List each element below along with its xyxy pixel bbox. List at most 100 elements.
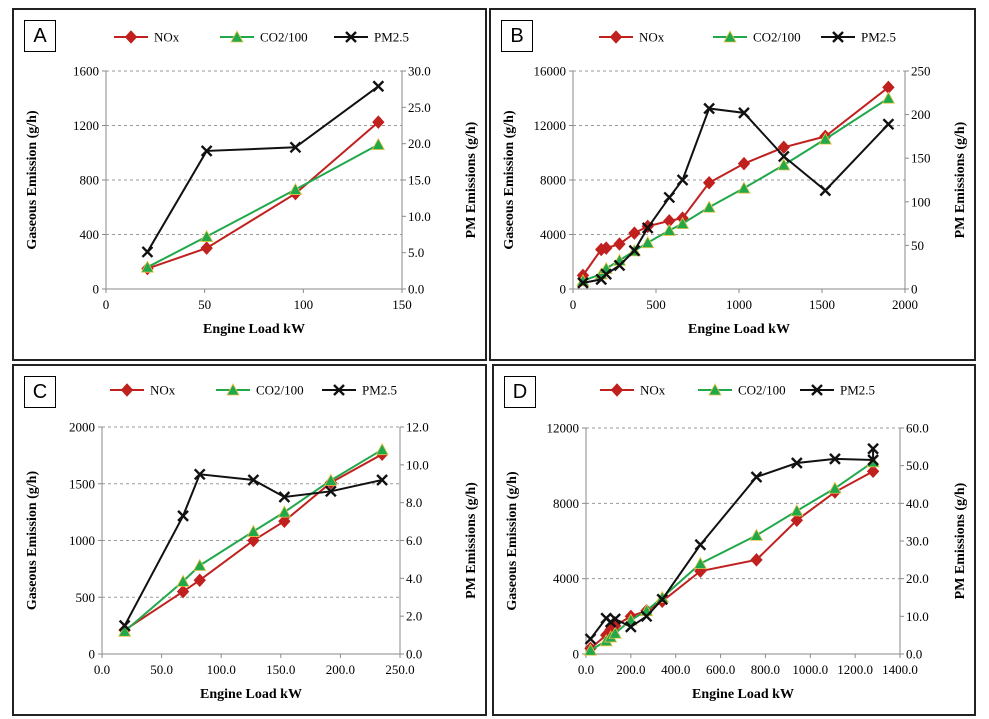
- x-axis-title: Engine Load kW: [203, 322, 305, 337]
- nox-data-point: [600, 241, 613, 255]
- pm2-5-data-point: [703, 102, 715, 115]
- legend-item-co2-100: CO2/100: [216, 383, 304, 398]
- series-co2-100: [576, 91, 896, 287]
- x-tick-label: 100.0: [207, 662, 236, 677]
- y-tick-label: 12000: [547, 421, 580, 436]
- co2-100-data-point: [790, 504, 804, 517]
- y2-tick-label: 8.0: [406, 495, 422, 510]
- co2-100-data-point: [246, 524, 261, 537]
- nox-data-point: [702, 175, 716, 190]
- y2-tick-label: 25.0: [408, 100, 431, 115]
- pm2-5-data-point: [882, 118, 895, 131]
- y2-axis-title: PM Emissions (g/h): [464, 482, 479, 599]
- y2-tick-label: 30.0: [408, 64, 431, 79]
- y2-tick-label: 0.0: [906, 647, 922, 662]
- y-tick-label: 16000: [534, 64, 567, 79]
- pm2-5-data-point: [247, 474, 260, 486]
- pm2-5-data-point: [628, 244, 641, 257]
- y2-tick-label: 4.0: [406, 571, 422, 586]
- co2-100-data-point: [737, 181, 751, 194]
- legend-co2-100-data-point: [226, 383, 240, 396]
- pm2-5-data-point: [278, 491, 291, 503]
- y-tick-label: 400: [80, 227, 100, 242]
- legend-nox-data-point: [124, 30, 138, 44]
- legend-nox-data-point: [120, 383, 134, 397]
- co2-100-data-point: [176, 574, 190, 587]
- pm2-5-data-point: [289, 141, 302, 154]
- series-nox: [576, 80, 895, 283]
- legend-item-pm2-5: PM2.5: [821, 30, 896, 45]
- legend-label: NOx: [639, 30, 665, 45]
- pm2-5-data-point: [750, 471, 763, 483]
- y-tick-label: 0: [89, 647, 96, 662]
- y2-tick-label: 20.0: [906, 571, 929, 586]
- nox-data-point: [372, 115, 385, 129]
- pm2-5-data-point: [819, 184, 832, 197]
- pm2-5-data-point: [640, 610, 653, 623]
- nox-data-point: [737, 156, 751, 171]
- y-axis-title: Gaseous Emission (g/h): [505, 471, 520, 611]
- legend-label: CO2/100: [256, 383, 304, 398]
- y-tick-label: 0: [560, 282, 567, 297]
- legend-label: PM2.5: [374, 30, 409, 45]
- nox-data-point: [200, 241, 213, 255]
- legend-item-co2-100: CO2/100: [713, 30, 801, 45]
- pm2-5-data-point: [656, 593, 669, 606]
- nox-data-point: [628, 226, 641, 240]
- y-tick-label: 800: [80, 173, 100, 188]
- legend-item-co2-100: CO2/100: [220, 30, 308, 45]
- x-tick-label: 150.0: [266, 662, 295, 677]
- y-tick-label: 1000: [69, 533, 95, 548]
- y-tick-label: 12000: [534, 118, 567, 133]
- co2-100-data-point: [117, 624, 132, 637]
- pm2-5-data-point: [584, 633, 597, 645]
- pm2-5-data-point: [790, 457, 803, 469]
- series-line-nox: [582, 86, 890, 276]
- co2-100-data-point: [749, 528, 764, 541]
- co2-100-data-point: [583, 643, 598, 656]
- y2-axis-title: PM Emissions (g/h): [464, 121, 479, 238]
- pm2-5-data-point: [200, 145, 213, 157]
- legend-co2-100-data-point: [723, 30, 737, 43]
- legend-label: NOx: [150, 383, 176, 398]
- y2-tick-label: 50: [911, 238, 924, 253]
- legend-nox-data-point: [610, 383, 624, 397]
- x-tick-label: 800.0: [751, 662, 780, 677]
- nox-data-point: [193, 573, 206, 587]
- legend-item-nox: NOx: [114, 30, 180, 45]
- pm2-5-data-point: [600, 268, 613, 281]
- y2-tick-label: 10.0: [906, 609, 929, 624]
- chart-panel-b: 0 4000 8000 12000 16000 0 50 100 150 200 250 0 500 10…: [489, 8, 976, 361]
- series-pm2-5: [141, 80, 385, 258]
- pm2-5-data-point: [663, 191, 676, 204]
- co2-100-data-point: [662, 223, 676, 236]
- y-tick-label: 8000: [553, 496, 579, 511]
- nox-data-point: [777, 140, 790, 155]
- pm2-5-data-point: [609, 613, 622, 625]
- panel-label: C: [24, 376, 56, 408]
- chart-panel-c: 0 500 1000 1500 2000 0.0 2.0 4.0 6.0 8.0 10.0 12.0 0…: [12, 364, 487, 716]
- co2-100-data-point: [675, 216, 690, 230]
- chart-svg: 0 500 1000 1500 2000 0.0 2.0 4.0 6.0 8.0 10.0 12.0 0…: [25, 383, 479, 703]
- x-tick-label: 50: [198, 297, 211, 312]
- pm2-5-data-point: [676, 174, 689, 186]
- series-pm2-5: [577, 102, 895, 289]
- co2-100-data-point: [777, 158, 791, 171]
- panel-label: B: [501, 20, 533, 52]
- nox-data-point: [613, 237, 626, 251]
- y2-axis-title: PM Emissions (g/h): [953, 121, 968, 238]
- co2-100-data-point: [324, 473, 338, 486]
- series-line-pm2-5: [123, 473, 383, 627]
- legend-label: CO2/100: [260, 30, 308, 45]
- chart-svg: 0 4000 8000 12000 0.0 10.0 20.0 30.0 40.0 50.0 60.…: [505, 383, 968, 703]
- nox-data-point: [866, 464, 880, 479]
- y2-tick-label: 40.0: [906, 496, 929, 511]
- x-axis-title: Engine Load kW: [692, 687, 794, 702]
- y-axis-title: Gaseous Emission (g/h): [502, 110, 517, 250]
- co2-100-data-point: [881, 91, 896, 104]
- co2-100-data-point: [608, 626, 622, 639]
- x-axis-title: Engine Load kW: [688, 322, 790, 337]
- y-tick-label: 4000: [553, 571, 579, 586]
- x-tick-label: 50.0: [150, 662, 173, 677]
- y-tick-label: 1500: [69, 476, 95, 491]
